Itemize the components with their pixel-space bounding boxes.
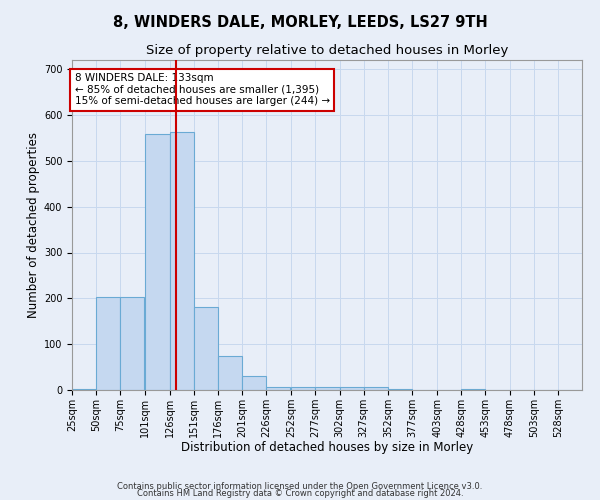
- Text: Contains HM Land Registry data © Crown copyright and database right 2024.: Contains HM Land Registry data © Crown c…: [137, 488, 463, 498]
- Bar: [120, 296, 145, 390]
- Bar: [96, 296, 120, 390]
- Bar: [388, 389, 412, 390]
- Text: Contains public sector information licensed under the Open Government Licence v3: Contains public sector information licen…: [118, 482, 482, 491]
- Bar: [461, 389, 485, 390]
- Bar: [266, 387, 290, 390]
- Bar: [218, 356, 242, 390]
- Y-axis label: Number of detached properties: Number of detached properties: [26, 132, 40, 318]
- Title: Size of property relative to detached houses in Morley: Size of property relative to detached ho…: [146, 44, 508, 58]
- Bar: [291, 387, 316, 390]
- Bar: [145, 134, 170, 390]
- Bar: [194, 306, 218, 390]
- Text: 8 WINDERS DALE: 133sqm
← 85% of detached houses are smaller (1,395)
15% of semi-: 8 WINDERS DALE: 133sqm ← 85% of detached…: [74, 73, 329, 106]
- Bar: [170, 132, 194, 390]
- X-axis label: Distribution of detached houses by size in Morley: Distribution of detached houses by size …: [181, 442, 473, 454]
- Bar: [242, 376, 266, 390]
- Text: 8, WINDERS DALE, MORLEY, LEEDS, LS27 9TH: 8, WINDERS DALE, MORLEY, LEEDS, LS27 9TH: [113, 15, 487, 30]
- Bar: [72, 389, 96, 390]
- Bar: [340, 387, 364, 390]
- Bar: [316, 387, 340, 390]
- Bar: [364, 387, 388, 390]
